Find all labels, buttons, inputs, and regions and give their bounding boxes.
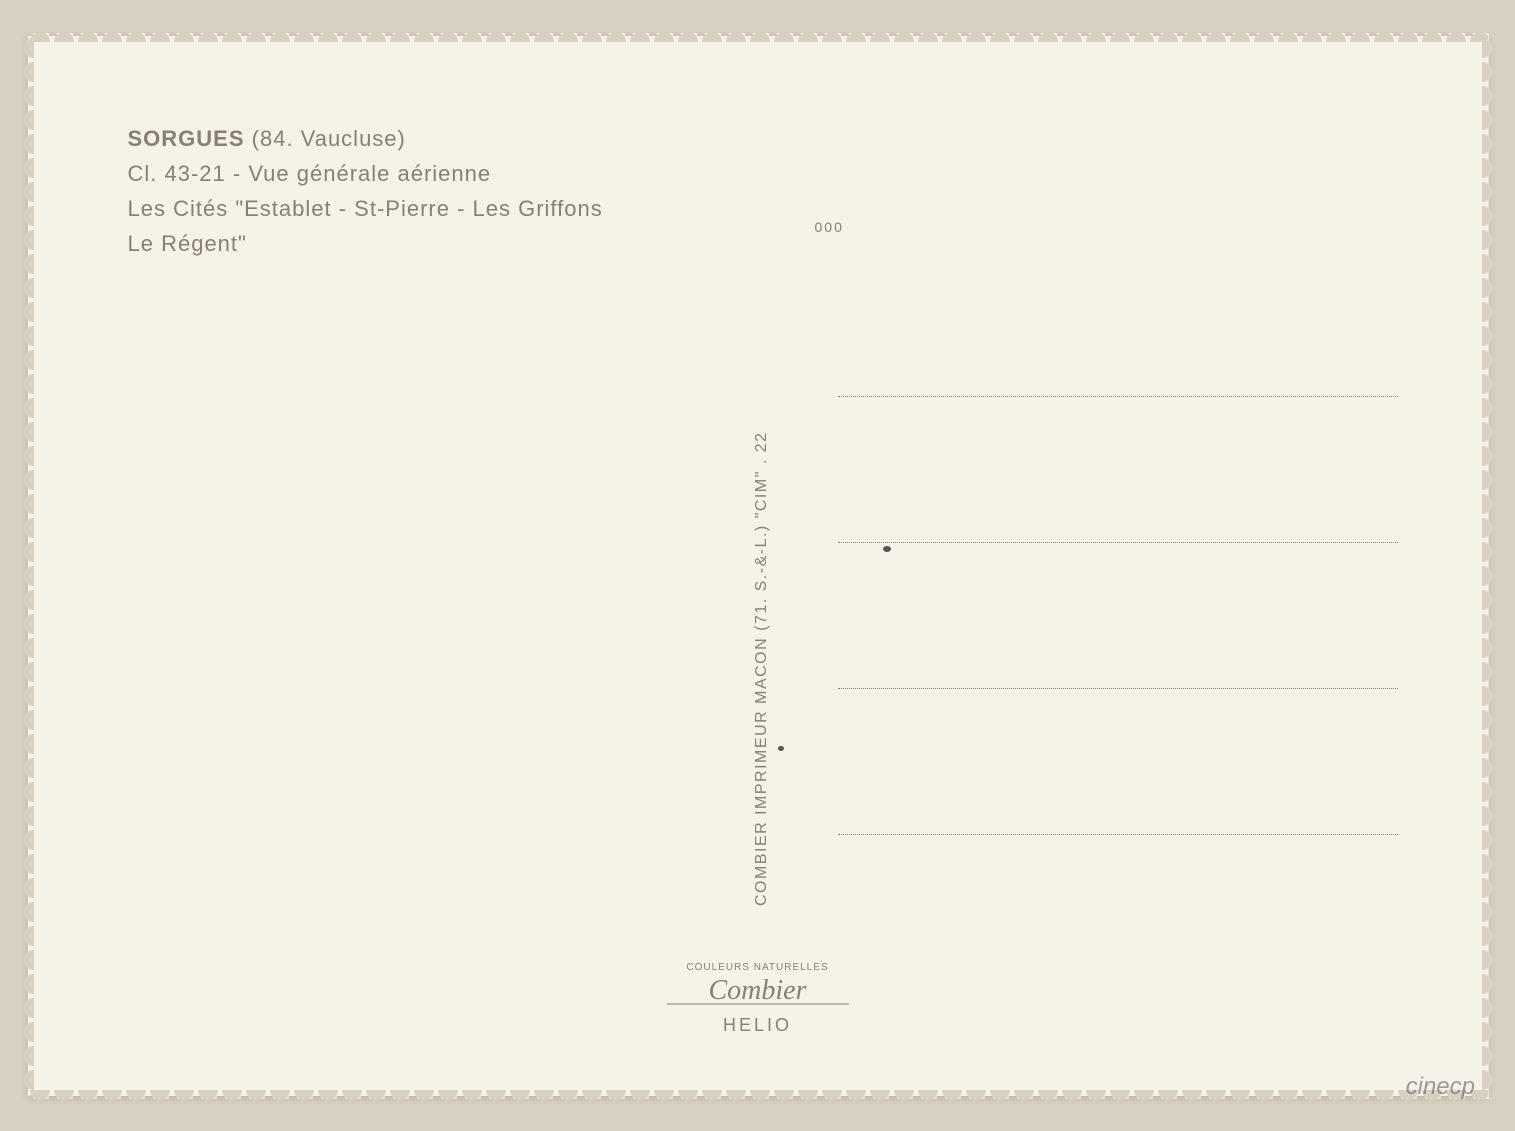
address-line [838, 834, 1398, 835]
postcard-back: SORGUES (84. Vaucluse) Cl. 43-21 - Vue g… [28, 36, 1488, 1096]
caption-line-3: Les Cités "Establet - St-Pierre - Les Gr… [128, 191, 603, 226]
caption-line-2: Cl. 43-21 - Vue générale aérienne [128, 156, 603, 191]
caption-block: SORGUES (84. Vaucluse) Cl. 43-21 - Vue g… [128, 121, 603, 262]
caption-line-4: Le Régent" [128, 226, 603, 261]
location-dept: (84. Vaucluse) [245, 126, 406, 151]
address-area [838, 396, 1398, 980]
print-speck [778, 746, 784, 751]
scalloped-edge [1482, 36, 1494, 1096]
print-code: 000 [815, 219, 844, 235]
scalloped-edge [28, 30, 1488, 42]
caption-line-1: SORGUES (84. Vaucluse) [128, 121, 603, 156]
logo-signature: Combier [686, 975, 828, 1007]
scalloped-edge [28, 1090, 1488, 1102]
watermark: cinecp [1406, 1073, 1475, 1101]
publisher-logo: COULEURS NATURELLES Combier HELIO [686, 962, 828, 1036]
address-line [838, 688, 1398, 689]
location-name: SORGUES [128, 126, 245, 151]
publisher-text-vertical: COMBIER IMPRIMEUR MACON (71. S.-&-L.) "C… [753, 206, 771, 906]
logo-process: HELIO [686, 1015, 828, 1036]
print-speck [883, 546, 891, 552]
address-line [838, 542, 1398, 543]
scalloped-edge [22, 36, 34, 1096]
logo-tagline: COULEURS NATURELLES [686, 962, 828, 973]
address-line [838, 396, 1398, 397]
